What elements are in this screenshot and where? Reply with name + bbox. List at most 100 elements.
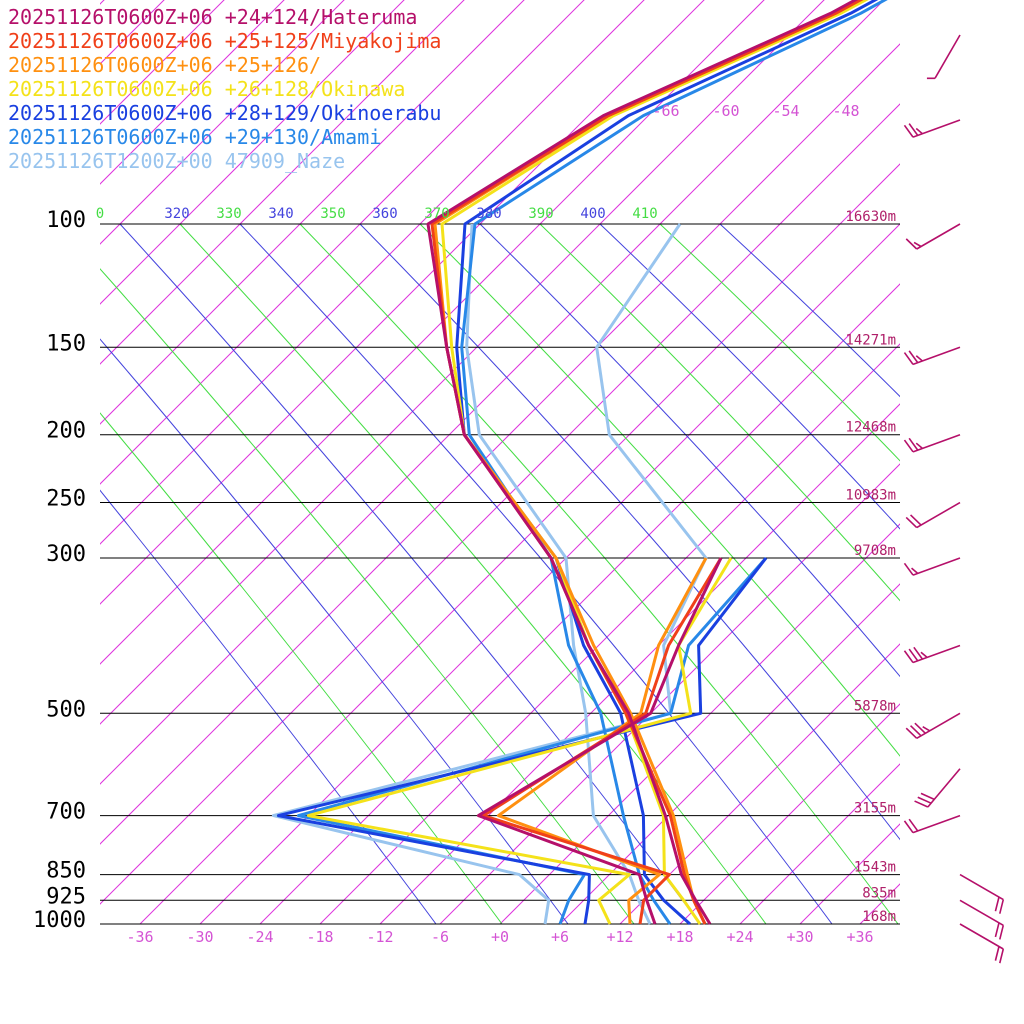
isotherm-line bbox=[739, 763, 900, 924]
dewpoint-line bbox=[306, 557, 733, 925]
temperature-line bbox=[465, 223, 652, 925]
dewpoint-line bbox=[476, 557, 723, 925]
theta-e-curve bbox=[100, 412, 503, 924]
isotherm-line bbox=[139, 163, 900, 924]
dewpoint-line bbox=[481, 557, 723, 925]
legend-entry: 20251126T0600Z+06 +24+124/Hateruma bbox=[8, 5, 417, 29]
theta-e-curve bbox=[539, 223, 900, 602]
wind-barb bbox=[959, 873, 1005, 914]
theta-e-label: 410 bbox=[632, 206, 657, 222]
isotherm-line bbox=[100, 0, 285, 185]
temperature-line bbox=[460, 0, 888, 925]
isobar-grid bbox=[100, 223, 900, 925]
temperature-line bbox=[433, 0, 864, 925]
height-label: 5878m bbox=[854, 698, 896, 714]
temperature-tick-label: +0 bbox=[491, 928, 509, 946]
legend-entry: 20251126T0600Z+06 +28+129/Okinoerabu bbox=[8, 101, 441, 125]
temperature-tick-label: +18 bbox=[666, 928, 693, 946]
theta-e-curve bbox=[419, 223, 900, 757]
isotherm-grid bbox=[100, 0, 1024, 939]
wind-barb bbox=[959, 899, 1005, 940]
dewpoint-line bbox=[496, 557, 708, 925]
temperature-tick-label: -24 bbox=[246, 928, 273, 946]
temperature-tick-label: +36 bbox=[846, 928, 873, 946]
legend-entry: 20251126T0600Z+06 +25+125/Miyakojima bbox=[8, 29, 441, 53]
wind-barb bbox=[903, 346, 961, 366]
theta-e-label: 0 bbox=[96, 206, 104, 222]
isotherm-line bbox=[439, 463, 900, 924]
isotherm-line bbox=[100, 0, 825, 725]
pressure-label: 200 bbox=[46, 419, 86, 444]
legend-entry: 20251126T0600Z+06 +25+126/ bbox=[8, 53, 321, 77]
legend-entry: 20251126T0600Z+06 +29+130/Amami bbox=[8, 125, 381, 149]
theta-e-label: 350 bbox=[320, 206, 345, 222]
wind-barb bbox=[914, 768, 961, 808]
isotherm-line bbox=[100, 103, 900, 905]
theta-e-curve bbox=[100, 338, 569, 924]
isotherm-line bbox=[965, 0, 1024, 939]
isotherm-line bbox=[559, 583, 900, 924]
height-label: 835m bbox=[862, 885, 896, 901]
pressure-label: 100 bbox=[46, 208, 86, 233]
pressure-label: 700 bbox=[46, 800, 86, 825]
temperature-tick-label: +12 bbox=[606, 928, 633, 946]
legend: 20251126T0600Z+06 +24+124/Hateruma202511… bbox=[8, 5, 441, 173]
isotherm-line bbox=[100, 0, 765, 665]
isotherm-line bbox=[799, 823, 900, 924]
theta-e-curve bbox=[599, 223, 900, 530]
temperature-tick-label: +6 bbox=[551, 928, 569, 946]
sounding-series bbox=[271, 0, 888, 926]
dewpoint-line bbox=[271, 223, 708, 925]
height-label: 9708m bbox=[854, 543, 896, 559]
upper-temperature-label: -60 bbox=[712, 102, 739, 120]
theta-e-curve bbox=[359, 223, 900, 841]
isotherm-line bbox=[100, 0, 465, 365]
pressure-label: 300 bbox=[46, 542, 86, 567]
isotherm-line bbox=[905, 0, 1024, 939]
pressure-label: 150 bbox=[46, 331, 86, 356]
wind-barb bbox=[905, 501, 961, 529]
temperature-tick-label: -36 bbox=[126, 928, 153, 946]
wind-barb bbox=[903, 644, 961, 664]
theta-e-label: 370 bbox=[424, 206, 449, 222]
upper-temperature-label: -48 bbox=[832, 102, 859, 120]
upper-temperature-label: -66 bbox=[652, 102, 679, 120]
isotherm-line bbox=[100, 0, 645, 545]
pressure-label: 500 bbox=[46, 697, 86, 722]
height-label: 3155m bbox=[854, 801, 896, 817]
temperature-tick-label: -30 bbox=[186, 928, 213, 946]
height-label: 1543m bbox=[854, 860, 896, 876]
theta-e-label: 400 bbox=[580, 206, 605, 222]
height-label: 16630m bbox=[845, 209, 896, 225]
upper-temperature-label: -54 bbox=[772, 102, 799, 120]
wind-barbs bbox=[903, 34, 1005, 964]
isotherm-line bbox=[100, 0, 405, 305]
temperature-tick-label: -12 bbox=[366, 928, 393, 946]
isotherm-line bbox=[100, 0, 585, 485]
temperature-tick-label: -6 bbox=[431, 928, 449, 946]
dewpoint-line bbox=[296, 557, 768, 925]
theta-e-curve bbox=[299, 223, 899, 924]
isotherm-line bbox=[379, 403, 900, 924]
theta-e-curve bbox=[659, 223, 900, 462]
theta-e-curve bbox=[100, 489, 437, 924]
theta-e-curve bbox=[100, 268, 635, 924]
theta-e-curve bbox=[179, 223, 767, 924]
height-label: 168m bbox=[862, 909, 896, 925]
isotherm-line bbox=[619, 643, 900, 924]
wind-barb bbox=[926, 34, 961, 80]
isotherm-line bbox=[499, 523, 900, 924]
wind-barb bbox=[959, 923, 1005, 964]
axis-labels: 100 16630m 150 14271m 200 12468m 250 10983m 300 9… bbox=[33, 102, 896, 946]
dewpoint-line bbox=[276, 557, 768, 925]
pressure-label: 1000 bbox=[33, 908, 86, 933]
height-label: 10983m bbox=[845, 488, 896, 504]
theta-e-label: 360 bbox=[372, 206, 397, 222]
theta-e-label: 330 bbox=[216, 206, 241, 222]
theta-e-curves bbox=[100, 223, 900, 924]
theta-e-curve bbox=[119, 223, 701, 924]
height-label: 14271m bbox=[845, 332, 896, 348]
theta-e-curve bbox=[479, 223, 900, 678]
theta-e-label: 320 bbox=[164, 206, 189, 222]
